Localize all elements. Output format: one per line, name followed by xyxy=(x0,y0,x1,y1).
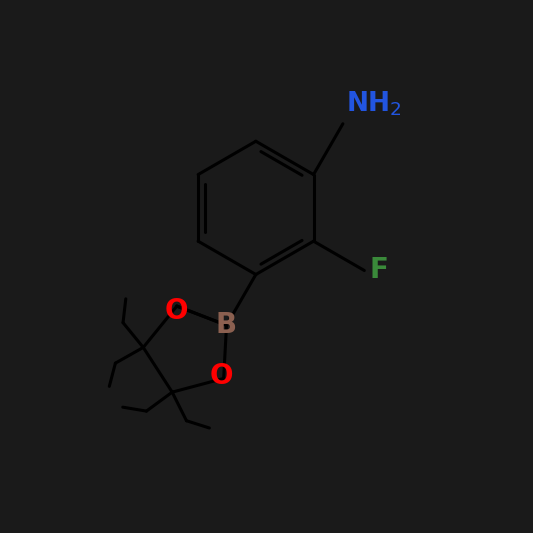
Text: NH$_2$: NH$_2$ xyxy=(345,90,401,118)
Text: F: F xyxy=(370,256,389,285)
Text: O: O xyxy=(165,297,189,326)
Text: O: O xyxy=(209,362,233,390)
Text: B: B xyxy=(216,311,237,340)
